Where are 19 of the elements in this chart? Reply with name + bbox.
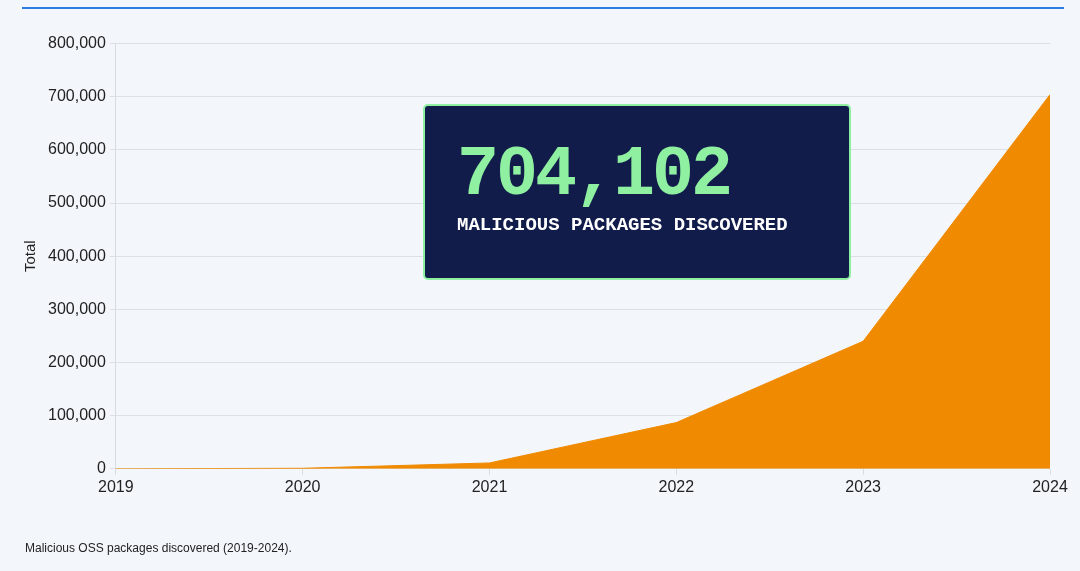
annotation: 704,102 (457, 136, 731, 215)
text: Malicious OSS packages discovered (2019-2024). (25, 541, 292, 555)
y-tick-label: 0 (96, 459, 106, 477)
x-tick-label: 2020 (284, 477, 321, 495)
y-tick-label: 300,000 (47, 299, 106, 317)
x-tick-label: 2023 (845, 477, 882, 495)
y-tick-label: 400,000 (47, 246, 106, 264)
x-tick-label: 2021 (471, 477, 508, 495)
y-axis-title: Total (21, 240, 39, 273)
x-tick-label: 2022 (658, 477, 695, 495)
y-tick-label: 600,000 (47, 140, 106, 158)
y-tick-label: 700,000 (47, 87, 106, 105)
y-tick-label: 100,000 (47, 406, 106, 424)
y-tick-label: 200,000 (47, 352, 106, 370)
x-tick-label: 2024 (1032, 477, 1068, 495)
x-tick-label: 2019 (98, 477, 134, 495)
y-tick-label: 800,000 (47, 34, 106, 52)
y-tick-label: 500,000 (47, 193, 106, 211)
annotation: MALICIOUS PACKAGES DISCOVERED (457, 214, 788, 236)
